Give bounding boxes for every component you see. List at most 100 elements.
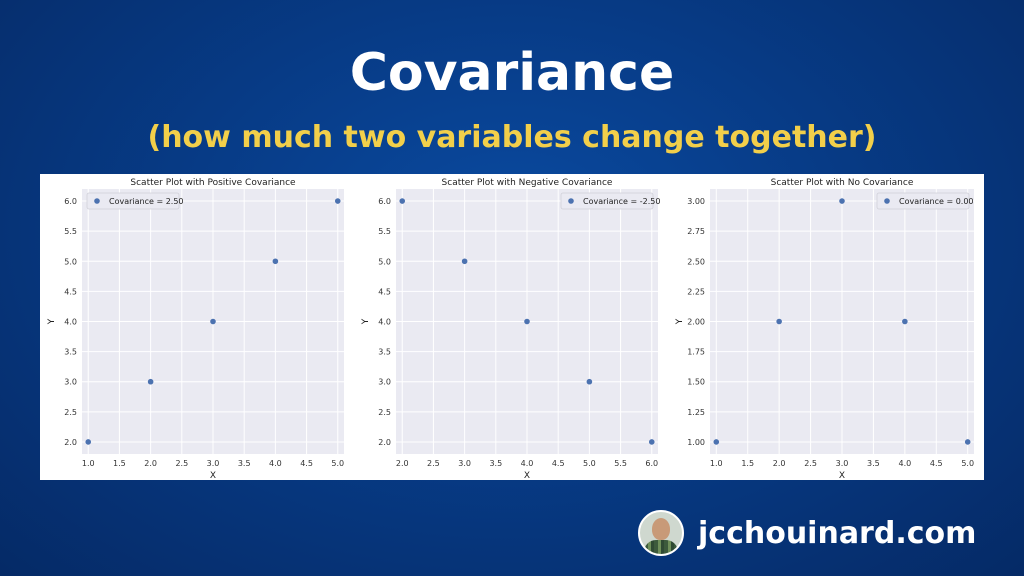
y-tick-label: 1.50 xyxy=(687,378,705,387)
avatar xyxy=(638,510,684,556)
x-tick-label: 1.0 xyxy=(82,459,95,468)
x-tick-label: 2.0 xyxy=(396,459,409,468)
x-tick-label: 5.0 xyxy=(583,459,596,468)
data-point xyxy=(586,378,593,385)
brand-site-link[interactable]: jcchouinard.com xyxy=(698,515,977,551)
x-axis-label: X xyxy=(210,471,216,480)
y-tick-label: 2.00 xyxy=(687,318,705,327)
x-tick-label: 4.5 xyxy=(300,459,313,468)
y-tick-label: 4.5 xyxy=(378,287,391,296)
y-axis-label: Y xyxy=(361,318,371,325)
y-tick-label: 1.75 xyxy=(687,348,705,357)
y-tick-label: 6.0 xyxy=(64,197,77,206)
legend-label: Covariance = 2.50 xyxy=(109,197,184,206)
x-tick-label: 2.5 xyxy=(804,459,817,468)
x-tick-label: 4.5 xyxy=(930,459,943,468)
data-point xyxy=(147,378,154,385)
chart-3: 1.0 1.5 2.0 2.5 3.0 3.5 4.0 4.5 5.0 1.00 1.25 1.50 1… xyxy=(675,178,974,480)
x-tick-label: 3.0 xyxy=(207,459,220,468)
legend-box xyxy=(876,192,970,210)
legend: Covariance = 2.50 xyxy=(86,192,184,210)
y-tick-label: 2.50 xyxy=(687,257,705,266)
legend: Covariance = 0.00 xyxy=(876,192,974,210)
x-tick-label: 2.0 xyxy=(144,459,157,468)
y-tick-label: 2.0 xyxy=(378,438,391,447)
chart-1: 1.0 1.5 2.0 2.5 3.0 3.5 4.0 4.5 5.0 2.0 2.5 3.0 3.5 4… xyxy=(47,178,344,480)
x-tick-label: 3.0 xyxy=(458,459,471,468)
data-point xyxy=(713,439,720,445)
data-point xyxy=(648,439,655,445)
data-point xyxy=(776,318,782,325)
data-point xyxy=(524,318,530,325)
x-tick-label: 3.5 xyxy=(489,459,502,468)
chart-title: Scatter Plot with Negative Covariance xyxy=(442,178,613,188)
y-tick-label: 4.5 xyxy=(64,287,77,296)
x-tick-label: 5.5 xyxy=(614,459,627,468)
chart-title: Scatter Plot with No Covariance xyxy=(771,178,914,188)
data-point xyxy=(334,198,341,204)
x-tick-label: 4.5 xyxy=(552,459,565,468)
legend-marker xyxy=(94,198,100,204)
charts-panel: 1.0 1.5 2.0 2.5 3.0 3.5 4.0 4.5 5.0 2.0 2.5 3.0 3.5 4… xyxy=(40,174,984,480)
y-tick-label: 2.5 xyxy=(64,408,77,417)
avatar-shirt xyxy=(644,540,678,554)
y-tick-label: 3.5 xyxy=(64,348,77,357)
legend-label: Covariance = -2.50 xyxy=(583,197,660,206)
data-point xyxy=(964,439,971,445)
x-axis-label: X xyxy=(524,471,530,480)
x-tick-label: 4.0 xyxy=(269,459,282,468)
y-tick-label: 2.0 xyxy=(64,438,77,447)
x-tick-label: 1.5 xyxy=(741,459,754,468)
avatar-head xyxy=(652,518,670,540)
x-tick-label: 1.5 xyxy=(113,459,126,468)
y-tick-label: 6.0 xyxy=(378,197,391,206)
y-tick-label: 2.25 xyxy=(687,287,705,296)
legend-marker xyxy=(884,198,890,204)
x-tick-label: 4.0 xyxy=(898,459,911,468)
y-axis-label: Y xyxy=(47,318,57,325)
legend-marker xyxy=(568,198,574,204)
y-tick-label: 2.5 xyxy=(378,408,391,417)
x-tick-label: 5.0 xyxy=(331,459,344,468)
y-tick-label: 3.00 xyxy=(687,197,705,206)
legend-box xyxy=(560,192,654,210)
y-tick-label: 5.0 xyxy=(378,257,391,266)
y-tick-label: 5.5 xyxy=(378,227,391,236)
data-point xyxy=(839,198,845,204)
legend-box xyxy=(86,192,180,210)
x-tick-label: 3.0 xyxy=(836,459,849,468)
page-subtitle: (how much two variables change together) xyxy=(147,120,877,155)
x-tick-label: 2.5 xyxy=(427,459,440,468)
page-title: Covariance xyxy=(349,43,675,103)
x-axis-label: X xyxy=(839,471,845,480)
x-tick-label: 2.0 xyxy=(773,459,786,468)
y-tick-label: 1.00 xyxy=(687,438,705,447)
data-point xyxy=(399,198,406,204)
y-tick-label: 2.75 xyxy=(687,227,705,236)
chart-title: Scatter Plot with Positive Covariance xyxy=(130,178,296,188)
y-tick-label: 1.25 xyxy=(687,408,705,417)
y-axis-label: Y xyxy=(675,318,685,325)
y-tick-label: 5.5 xyxy=(64,227,77,236)
x-tick-label: 5.0 xyxy=(961,459,974,468)
y-tick-label: 4.0 xyxy=(64,318,77,327)
data-point xyxy=(902,318,908,325)
chart-2: 2.0 2.5 3.0 3.5 4.0 4.5 5.0 5.5 6.0 2.0 2.5 3.0 3.5 4… xyxy=(361,178,660,480)
y-tick-label: 4.0 xyxy=(378,318,391,327)
data-point xyxy=(461,258,468,265)
brand[interactable]: jcchouinard.com xyxy=(638,508,976,558)
y-tick-label: 3.5 xyxy=(378,348,391,357)
y-tick-label: 5.0 xyxy=(64,257,77,266)
legend-label: Covariance = 0.00 xyxy=(899,197,974,206)
y-tick-label: 3.0 xyxy=(64,378,77,387)
charts-svg: 1.0 1.5 2.0 2.5 3.0 3.5 4.0 4.5 5.0 2.0 2.5 3.0 3.5 4… xyxy=(47,178,974,480)
x-tick-label: 2.5 xyxy=(175,459,188,468)
data-point xyxy=(272,258,279,265)
y-tick-label: 3.0 xyxy=(378,378,391,387)
x-tick-label: 4.0 xyxy=(521,459,534,468)
data-point xyxy=(210,318,216,325)
x-tick-label: 6.0 xyxy=(645,459,658,468)
x-tick-label: 3.5 xyxy=(238,459,251,468)
legend: Covariance = -2.50 xyxy=(560,192,660,210)
x-tick-label: 1.0 xyxy=(710,459,723,468)
